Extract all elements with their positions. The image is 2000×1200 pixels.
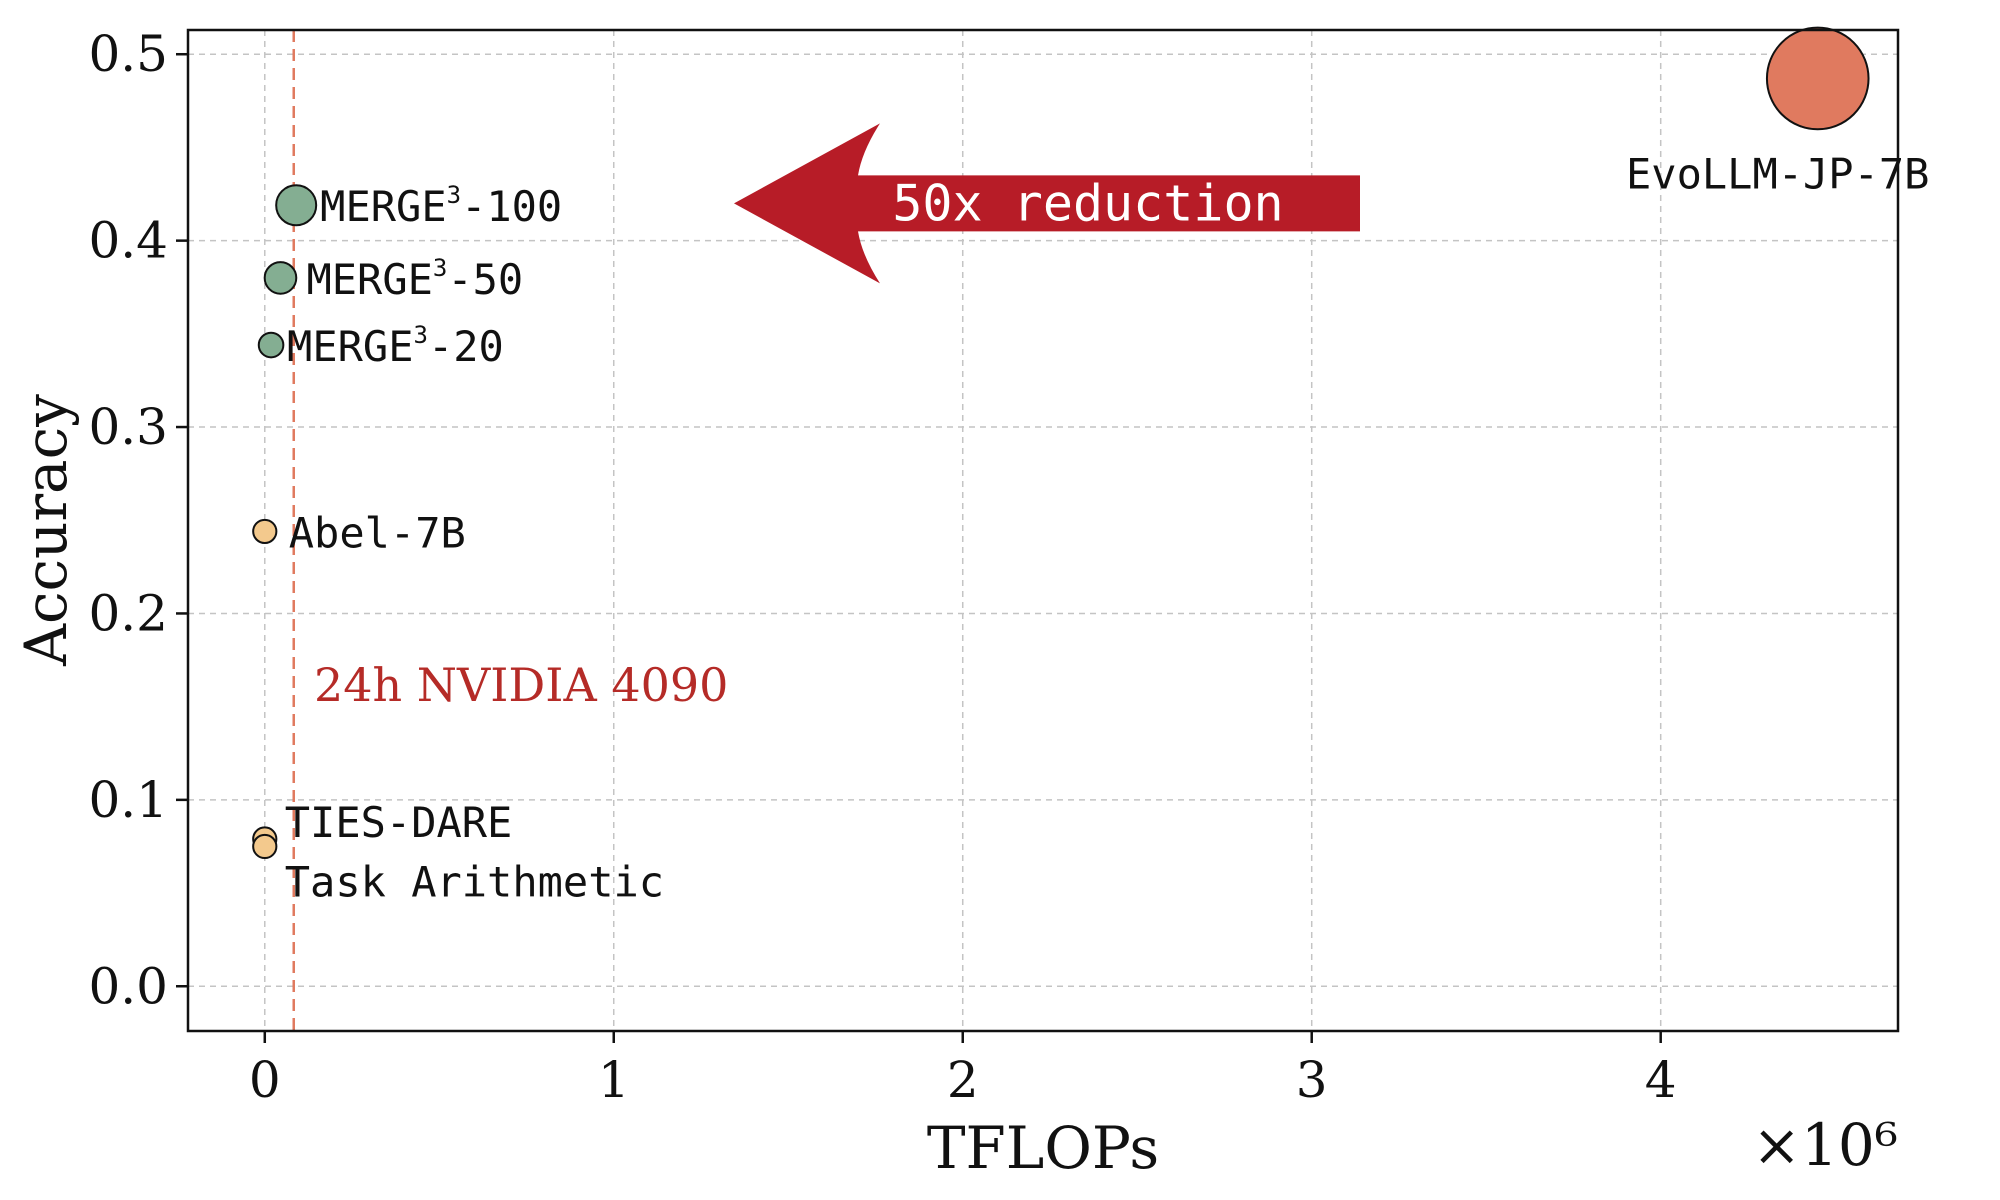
y-tick-label: 0.1	[88, 771, 168, 829]
x-tick-label: 1	[598, 1051, 630, 1109]
x-multiplier-label: ×10⁶	[1752, 1111, 1898, 1179]
x-tick-label: 3	[1296, 1051, 1328, 1109]
point-label: EvoLLM-JP-7B	[1626, 149, 1929, 198]
y-tick-label: 0.3	[88, 398, 168, 456]
reduction-arrow	[734, 123, 1360, 284]
y-axis-title: Accuracy	[12, 394, 80, 667]
reduction-arrow-label: 50x reduction	[892, 174, 1283, 232]
x-tick-label: 4	[1645, 1051, 1677, 1109]
x-tick-label: 0	[249, 1051, 281, 1109]
data-point	[252, 833, 278, 860]
reference-line-group: 24h NVIDIA 4090	[292, 30, 728, 1031]
point-label: TIES-DARE	[285, 798, 513, 847]
x-tick-label: 2	[947, 1051, 979, 1109]
axis-ticks: 0 1 2 3 4 0.0 0.1 0.2 0.3 0.4 0.5	[88, 25, 1676, 1109]
y-tick-label: 0.5	[88, 25, 168, 83]
data-point	[275, 184, 318, 227]
point-labels: MERGE3-100 MERGE3-50 MERGE3-20 Abel-7B TIES-…	[285, 149, 1930, 906]
point-label: MERGE3-50	[306, 254, 523, 304]
reduction-arrow-group: 50x reduction	[734, 123, 1360, 284]
data-point	[1765, 26, 1870, 131]
x-axis-title: TFLOPs	[927, 1114, 1159, 1182]
point-label: MERGE3-100	[320, 181, 562, 231]
point-label: Abel-7B	[289, 508, 466, 557]
data-point	[257, 331, 285, 359]
plot-frame	[186, 28, 1900, 1033]
point-label: Task Arithmetic	[285, 857, 664, 906]
data-points	[252, 26, 1870, 860]
reference-line-label: 24h NVIDIA 4090	[314, 658, 728, 712]
data-point	[252, 518, 278, 545]
data-point	[263, 261, 298, 295]
point-label: MERGE3-20	[287, 321, 504, 371]
y-tick-label: 0.2	[88, 584, 168, 642]
y-tick-label: 0.0	[88, 957, 168, 1015]
y-tick-label: 0.4	[88, 212, 168, 270]
